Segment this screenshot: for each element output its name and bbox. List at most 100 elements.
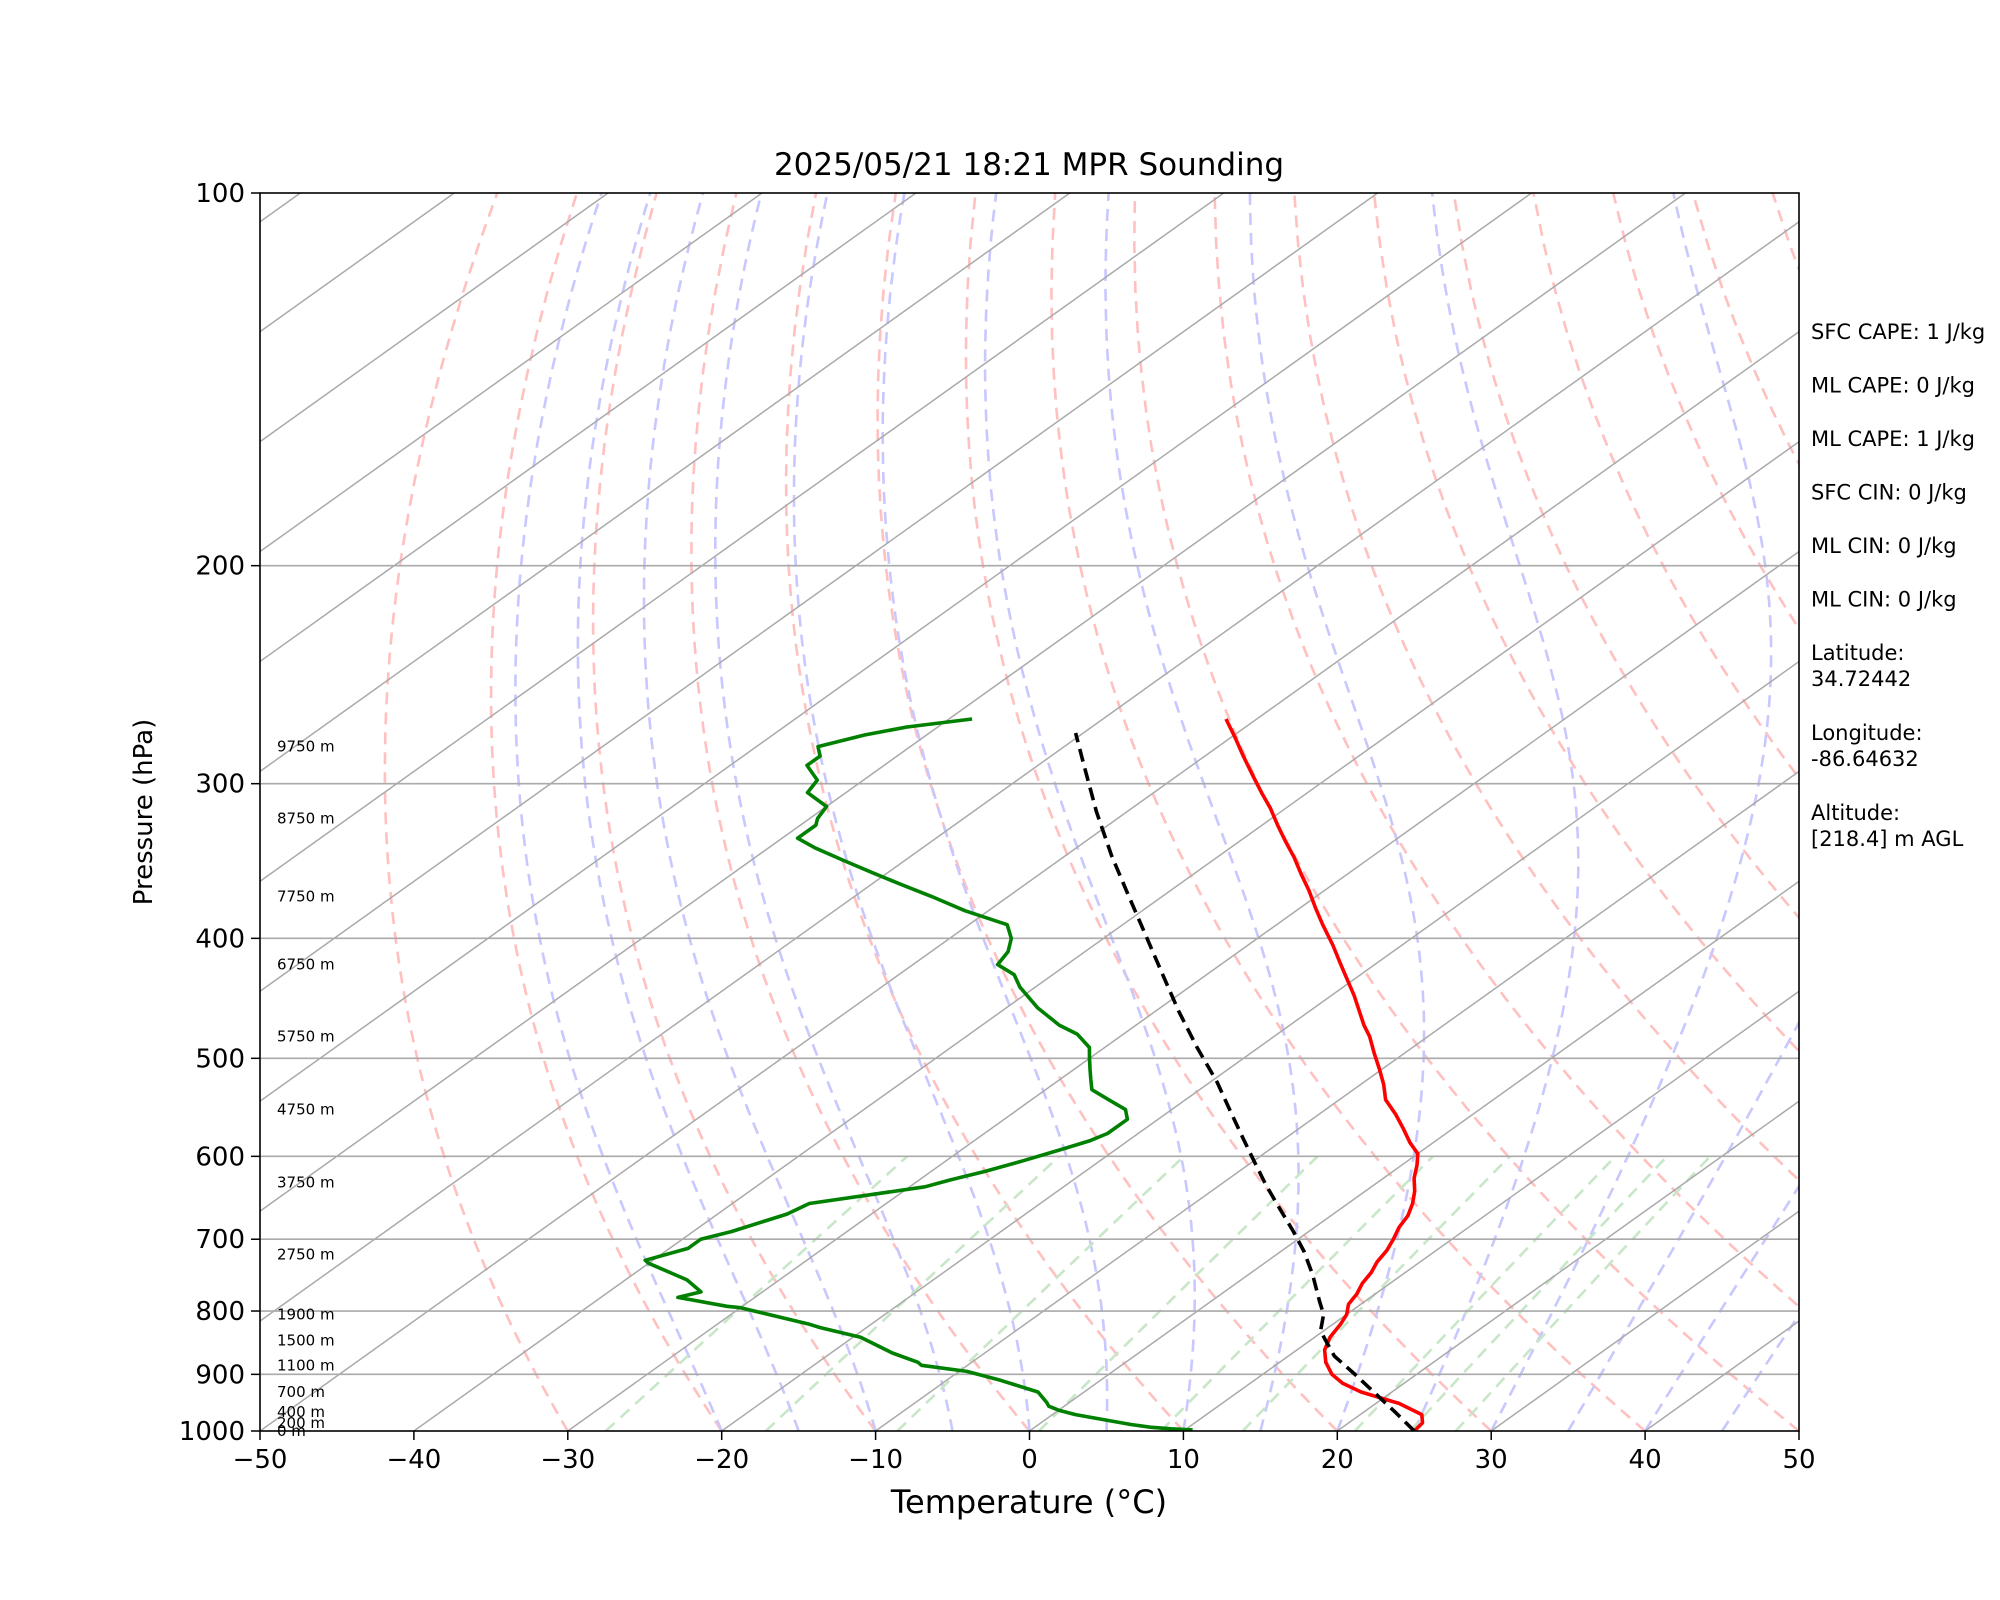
- moist-adiabat: [714, 193, 954, 1431]
- x-tick-label: −10: [848, 1445, 903, 1475]
- dry-adiabat: [1452, 193, 1799, 920]
- height-label: 700 m: [277, 1383, 325, 1401]
- background-lines: [260, 193, 1799, 1431]
- isotherm: [875, 770, 1799, 1431]
- info-label: ML CIN: 0 J/kg: [1811, 588, 1957, 612]
- dry-adiabat: [489, 193, 723, 1431]
- dry-adiabat: [1293, 193, 1799, 1183]
- moist-adiabat: [1104, 193, 1300, 1431]
- info-label: SFC CIN: 0 J/kg: [1811, 481, 1967, 505]
- y-tick-label: 800: [195, 1297, 245, 1327]
- height-label: 4750 m: [277, 1101, 335, 1119]
- moist-adiabat: [792, 193, 1031, 1431]
- x-tick-label: −40: [386, 1445, 441, 1475]
- profile-lines: [643, 717, 1425, 1431]
- isotherm: [260, 193, 1379, 993]
- x-tick-label: 50: [1782, 1445, 1815, 1475]
- y-tick-label: 600: [195, 1142, 245, 1172]
- isotherm: [1336, 1100, 1799, 1431]
- height-label: 2750 m: [277, 1245, 335, 1263]
- x-tick-label: 0: [1021, 1445, 1038, 1475]
- dry-adiabat: [876, 193, 1339, 1431]
- isotherm: [413, 440, 1799, 1431]
- y-tick-label: 700: [195, 1225, 245, 1255]
- height-label: 1500 m: [277, 1331, 335, 1349]
- moist-adiabat: [1490, 193, 1773, 1431]
- isotherm: [260, 193, 1532, 1103]
- height-label: 9750 m: [277, 738, 335, 756]
- info-label: ML CAPE: 1 J/kg: [1811, 427, 1975, 451]
- isotherm: [1182, 990, 1799, 1431]
- moist-adiabat: [1413, 193, 1580, 1431]
- x-axis-ticks: −50 −40 −30 −20 −10 0 10 20 30 40 50: [233, 1431, 1816, 1475]
- y-tick-label: 400: [195, 924, 245, 954]
- info-value: -86.64632: [1811, 747, 1919, 771]
- isotherm: [567, 550, 1799, 1431]
- x-axis-label: Temperature (°C): [890, 1483, 1167, 1521]
- height-label: 8750 m: [277, 809, 335, 827]
- x-tick-label: 20: [1321, 1445, 1354, 1475]
- y-tick-label: 1000: [179, 1417, 245, 1447]
- dry-adiabat: [383, 193, 569, 1431]
- mixing-ratio-line: [604, 1155, 909, 1431]
- x-tick-label: 40: [1629, 1445, 1662, 1475]
- moist-adiabat: [1567, 1019, 1799, 1431]
- x-tick-label: −30: [540, 1445, 595, 1475]
- y-tick-label: 200: [195, 552, 245, 582]
- info-value: [218.4] m AGL: [1811, 827, 1964, 851]
- info-label: SFC CAPE: 1 J/kg: [1811, 320, 1985, 344]
- x-tick-label: −20: [694, 1445, 749, 1475]
- dry-adiabat: [690, 193, 1031, 1431]
- y-tick-label: 100: [195, 179, 245, 209]
- isotherm: [1490, 1210, 1799, 1431]
- isotherm: [260, 193, 917, 663]
- parcel-line: [1073, 732, 1416, 1431]
- isotherm: [260, 193, 1071, 773]
- isotherm: [260, 193, 1225, 883]
- isobar-grid: [260, 564, 1799, 1376]
- isotherm: [721, 660, 1799, 1431]
- height-label: 6750 m: [277, 956, 335, 974]
- y-tick-label: 500: [195, 1044, 245, 1074]
- info-label: ML CIN: 0 J/kg: [1811, 534, 1957, 558]
- moist-adiabat: [576, 193, 800, 1431]
- moist-adiabat: [1720, 1312, 1799, 1431]
- isotherm: [260, 220, 1799, 1322]
- chart-title: 2025/05/21 18:21 MPR Sounding: [774, 147, 1284, 183]
- x-tick-label: 30: [1475, 1445, 1508, 1475]
- isotherm: [1029, 880, 1799, 1431]
- y-tick-label: 900: [195, 1360, 245, 1390]
- height-label: 400 m: [277, 1403, 325, 1421]
- isotherm: [260, 330, 1799, 1431]
- info-label: ML CAPE: 0 J/kg: [1811, 374, 1975, 398]
- height-label: 1100 m: [277, 1356, 335, 1374]
- dry-adiabat: [1132, 193, 1799, 1431]
- y-axis-label: Pressure (hPa): [129, 719, 159, 906]
- moist-adiabat: [1248, 193, 1426, 1431]
- y-axis-ticks: 100 200 300 400 500 600 700 800 900 1000: [179, 179, 260, 1447]
- x-tick-label: 10: [1167, 1445, 1200, 1475]
- height-label: 3750 m: [277, 1174, 335, 1192]
- moist-adiabat: [881, 193, 1109, 1431]
- height-label: 0 m: [277, 1422, 306, 1440]
- dry-adiabat: [591, 193, 877, 1431]
- dry-adiabat: [1213, 193, 1799, 1309]
- height-label: 200 m: [277, 1414, 325, 1432]
- moist-adiabat: [983, 193, 1196, 1431]
- x-tick-label: −50: [233, 1445, 288, 1475]
- dewpoint-line: [643, 717, 1193, 1431]
- height-label: 5750 m: [277, 1027, 335, 1045]
- y-tick-label: 300: [195, 770, 245, 800]
- isotherm: [260, 193, 763, 553]
- info-value: 34.72442: [1811, 667, 1911, 691]
- isotherm: [260, 193, 1686, 1213]
- info-label: Latitude:: [1811, 641, 1905, 665]
- info-label: Longitude:: [1811, 721, 1923, 745]
- dry-adiabat: [1050, 193, 1646, 1431]
- height-label: 7750 m: [277, 887, 335, 905]
- info-label: Altitude:: [1811, 801, 1900, 825]
- sounding-info: SFC CAPE: 1 J/kg ML CAPE: 0 J/kg ML CAPE: …: [1811, 320, 1985, 851]
- isotherm: [260, 193, 609, 443]
- dry-adiabat: [1532, 193, 1799, 781]
